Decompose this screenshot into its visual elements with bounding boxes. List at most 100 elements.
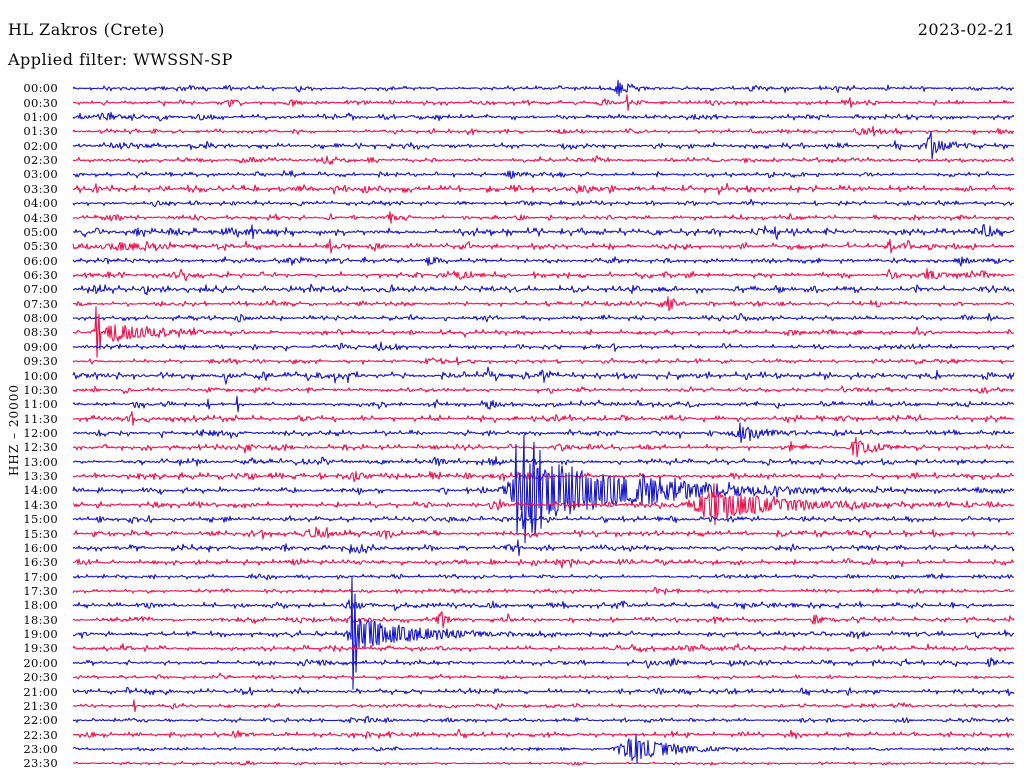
time-label: 13:00 [23,454,58,469]
time-label: 06:30 [23,268,58,282]
trace-row-05:00 [72,223,1015,240]
trace-row-14:30 [72,483,1015,526]
time-label: 12:00 [23,425,58,440]
time-label: 17:00 [23,569,58,584]
station-name: HL Zakros (Crete) [8,20,165,39]
time-label: 16:30 [23,555,58,570]
trace-row-08:00 [72,313,1015,323]
time-label: 16:00 [23,540,58,555]
trace-row-03:30 [72,182,1015,196]
trace-row-18:00 [72,599,1015,612]
time-label: 03:00 [23,167,58,182]
time-label: 20:00 [23,655,58,670]
trace-row-06:00 [72,256,1015,267]
time-label: 19:30 [23,641,58,656]
time-label: 05:00 [23,224,58,239]
trace-row-13:30 [73,470,1015,482]
trace-row-01:30 [72,125,1015,137]
trace-row-16:00 [72,539,1015,557]
trace-row-07:30 [72,296,1015,311]
time-label: 07:30 [23,296,58,311]
trace-row-07:00 [72,283,1015,296]
time-label: 10:30 [23,382,58,397]
time-label: 15:30 [23,526,58,541]
trace-row-17:00 [72,573,1015,581]
time-label: 21:00 [23,684,58,699]
time-label: 00:30 [23,95,58,110]
time-label: 20:30 [23,670,58,685]
time-label: 19:00 [23,627,58,642]
time-label: 02:30 [23,153,58,168]
trace-row-09:30 [72,356,1015,366]
trace-row-15:30 [72,526,1015,540]
time-label: 11:30 [23,411,58,426]
time-label: 02:00 [23,138,58,153]
filter-label: Applied filter: WWSSN-SP [8,50,233,69]
time-label: 08:00 [23,311,58,326]
time-label: 01:00 [23,110,58,125]
trace-row-17:30 [72,586,1015,595]
trace-row-16:30 [72,557,1015,569]
time-label: 07:00 [23,282,58,297]
trace-row-09:00 [72,341,1015,352]
trace-row-22:30 [72,728,1015,740]
time-label: 18:30 [23,612,58,627]
trace-row-11:30 [72,411,1015,426]
trace-row-21:00 [72,686,1015,697]
trace-row-04:00 [72,198,1015,208]
time-label: 11:00 [23,397,58,412]
trace-row-23:00 [72,733,1015,764]
time-label: 12:30 [23,440,58,455]
trace-row-10:30 [72,385,1015,395]
time-label: 22:30 [23,727,58,742]
trace-row-00:00 [72,79,1015,97]
time-label: 15:00 [23,512,58,527]
time-label: 10:00 [23,368,58,383]
trace-row-12:30 [72,436,1015,458]
trace-row-00:30 [72,94,1015,111]
date-label: 2023-02-21 [917,20,1015,39]
time-label: 04:30 [23,210,58,225]
time-label: 03:30 [23,181,58,196]
time-axis: 00:00 00:30 01:00 01:30 02:00 02:30 03:00 03:30… [0,0,58,780]
trace-row-15:00 [72,504,1015,534]
trace-row-12:00 [72,422,1015,444]
time-label: 05:30 [23,239,58,254]
trace-row-20:00 [72,657,1015,669]
trace-row-13:00 [72,456,1015,467]
time-label: 23:30 [23,756,58,771]
trace-row-14:00 [72,434,1015,544]
time-label: 14:00 [23,483,58,498]
time-label: 23:00 [23,741,58,756]
time-label: 18:00 [23,598,58,613]
trace-row-04:30 [72,211,1015,224]
time-label: 14:30 [23,497,58,512]
time-label: 22:00 [23,713,58,728]
time-label: 17:30 [23,583,58,598]
trace-row-01:00 [72,111,1015,122]
trace-row-19:00 [72,575,1014,690]
time-label: 21:30 [23,698,58,713]
trace-row-19:30 [72,643,1015,653]
time-label: 09:00 [23,339,58,354]
trace-row-05:30 [72,238,1015,254]
trace-row-02:30 [72,155,1015,165]
time-label: 06:00 [23,253,58,268]
trace-row-06:30 [72,268,1015,282]
time-label: 00:00 [23,81,58,96]
trace-row-11:00 [72,395,1015,413]
trace-row-21:30 [72,699,1014,713]
time-label: 13:30 [23,469,58,484]
trace-row-18:30 [72,611,1015,628]
trace-row-08:30 [72,305,1014,358]
time-label: 09:30 [23,354,58,369]
trace-row-22:00 [72,715,1015,724]
time-label: 04:00 [23,196,58,211]
trace-row-03:00 [73,170,1015,179]
trace-row-02:00 [72,131,1015,160]
trace-row-10:00 [72,366,1015,385]
time-label: 08:30 [23,325,58,340]
time-label: 01:30 [23,124,58,139]
trace-row-23:30 [73,760,1015,766]
